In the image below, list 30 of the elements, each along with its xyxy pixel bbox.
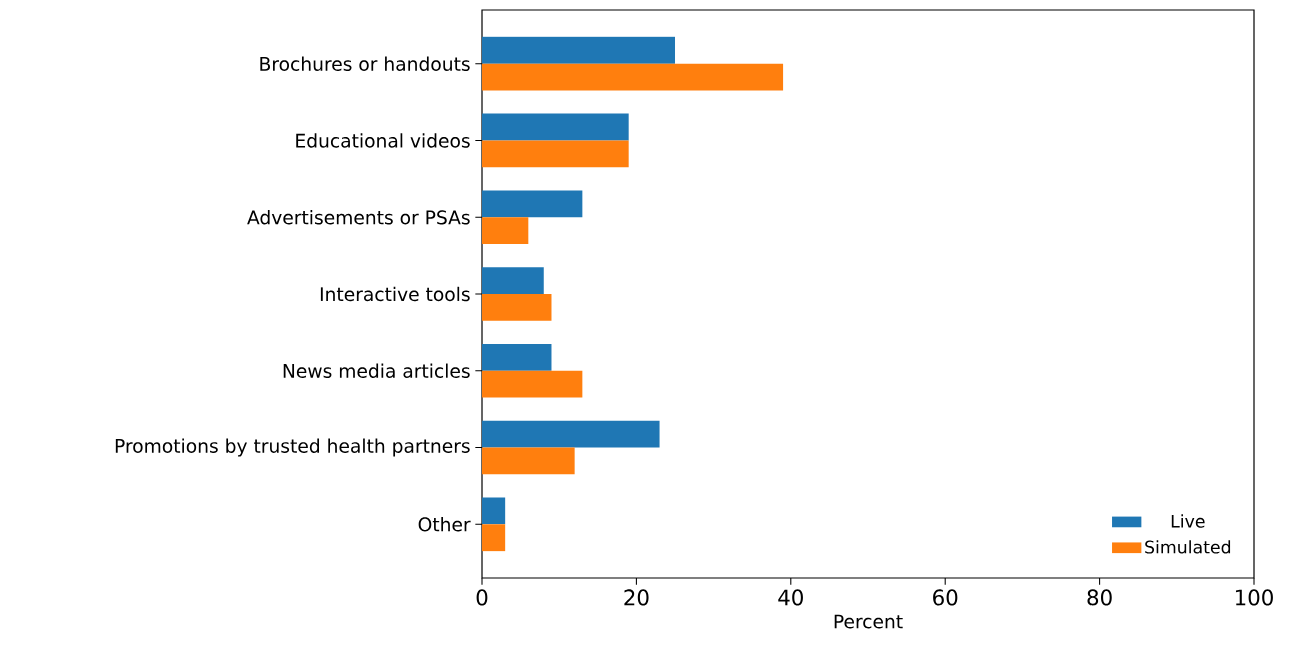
bar	[482, 370, 583, 398]
y-tick-label: Educational videos	[296, 133, 470, 148]
bar	[482, 524, 506, 552]
legend-label: Simulated	[1145, 540, 1231, 554]
legend-label: Live	[1171, 514, 1205, 528]
x-tick-label: 40	[778, 589, 803, 606]
bar	[482, 140, 629, 168]
bar	[482, 447, 575, 475]
x-tick-label: 0	[476, 589, 488, 606]
bar	[482, 113, 629, 141]
x-tick-label: 60	[933, 589, 958, 606]
bar	[482, 217, 529, 245]
bar	[482, 36, 675, 64]
bar	[482, 63, 784, 91]
y-tick-label: Interactive tools	[320, 286, 470, 302]
y-tick-label: Other	[418, 517, 471, 532]
y-tick-label: Brochures or handouts	[260, 56, 470, 71]
x-axis-title: Percent	[834, 614, 903, 629]
y-tick-label: Advertisements or PSAs	[247, 210, 470, 225]
y-tick-label: News media articles	[283, 363, 470, 378]
x-tick-label: 100	[1235, 589, 1273, 606]
x-tick-label: 80	[1087, 589, 1112, 606]
bar	[482, 420, 660, 448]
bar	[482, 267, 544, 294]
x-tick-label: 20	[624, 589, 649, 606]
y-tick-label: Promotions by trusted health partners	[115, 438, 470, 457]
bar	[482, 294, 552, 321]
bar	[482, 190, 583, 218]
bar	[482, 343, 552, 371]
bar	[482, 497, 506, 525]
